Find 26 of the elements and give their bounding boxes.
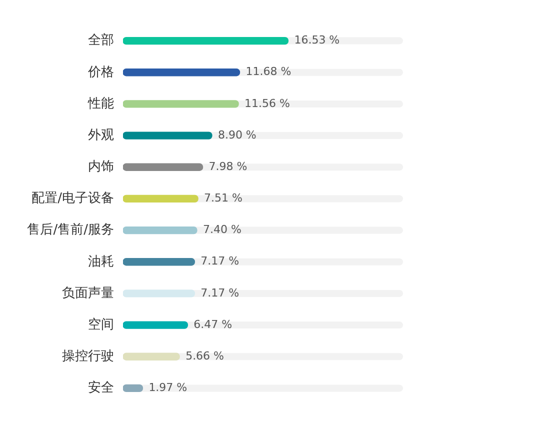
- y-tick-label: 油耗: [88, 254, 114, 270]
- y-tick-label: 性能: [87, 96, 114, 112]
- y-tick-label: 配置/电子设备: [32, 191, 114, 206]
- bar: [123, 352, 180, 360]
- y-tick-label: 安全: [88, 380, 114, 396]
- data-label: 16.53 %: [294, 34, 340, 47]
- data-label: 11.68 %: [246, 65, 292, 78]
- y-tick-label: 内饰: [88, 160, 114, 174]
- y-tick-label: 售后/售前/服务: [27, 222, 114, 238]
- data-label: 1.97 %: [148, 381, 188, 394]
- data-label: 7.17 %: [200, 286, 240, 300]
- y-tick-label: 空间: [88, 317, 114, 332]
- data-label: 8.90 %: [218, 128, 256, 142]
- data-label: 6.47 %: [194, 318, 232, 331]
- y-tick-label: 操控行驶: [62, 349, 114, 364]
- data-label: 7.51 %: [204, 192, 243, 205]
- data-label: 7.17 %: [200, 254, 240, 268]
- y-tick-label: 外观: [88, 128, 114, 143]
- data-label: 7.98 %: [208, 160, 248, 173]
- y-tick-label: 负面声量: [62, 286, 114, 301]
- data-label: 7.40 %: [202, 223, 242, 236]
- data-label: 11.56 %: [244, 96, 290, 110]
- y-tick-label: 全部: [88, 33, 114, 48]
- bar: [123, 321, 188, 329]
- y-tick-label: 价格: [87, 64, 114, 80]
- data-label: 5.66 %: [186, 349, 224, 362]
